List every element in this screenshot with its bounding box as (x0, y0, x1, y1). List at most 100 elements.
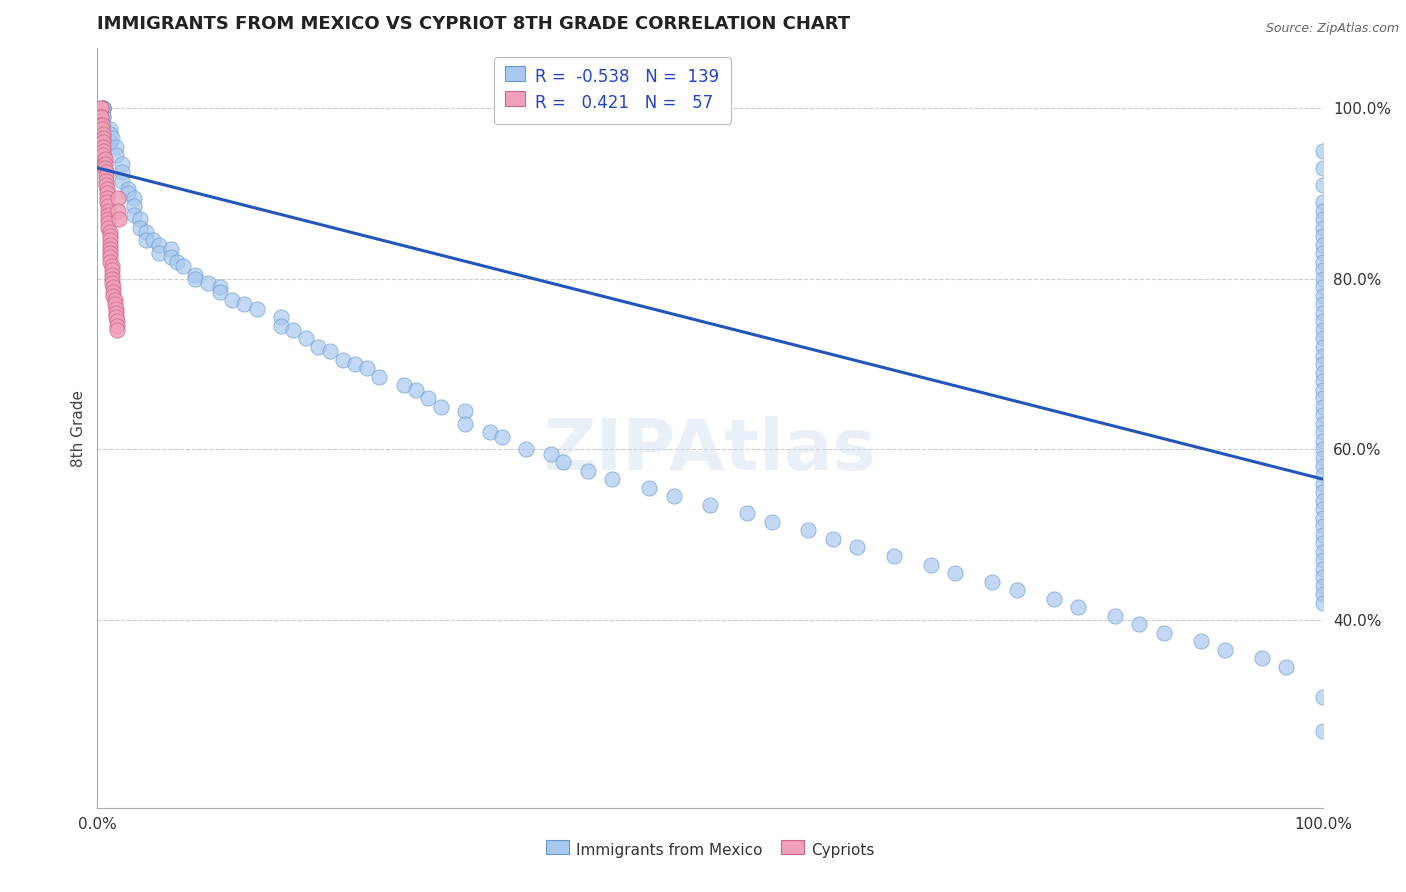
Point (1312, 519, 1334, 533)
Point (94, 178, 117, 192)
Point (97, 220, 120, 235)
Point (294, 331, 316, 345)
Point (1312, 596, 1334, 610)
Point (246, 301, 269, 316)
Point (91, 122, 114, 136)
Point (148, 246, 170, 260)
Point (1312, 212, 1334, 227)
Point (111, 165, 134, 179)
Point (93, 144, 115, 158)
Point (117, 186, 139, 201)
Point (108, 212, 131, 227)
Point (638, 481, 661, 495)
Point (392, 378, 415, 392)
Point (233, 297, 256, 311)
Point (98, 233, 121, 247)
Point (141, 233, 163, 247)
Point (1312, 272, 1334, 286)
Text: IMMIGRANTS FROM MEXICO VS CYPRIOT 8TH GRADE CORRELATION CHART: IMMIGRANTS FROM MEXICO VS CYPRIOT 8TH GR… (97, 15, 851, 33)
Point (94, 169, 117, 184)
Point (1312, 331, 1334, 345)
Point (90, 118, 112, 132)
Point (104, 301, 127, 316)
Point (129, 212, 152, 227)
Point (90, 110, 112, 124)
Point (418, 391, 440, 405)
Point (1312, 536, 1334, 550)
Point (307, 340, 329, 354)
Point (103, 293, 125, 307)
Point (920, 558, 942, 572)
Point (98, 136, 121, 150)
Point (1312, 690, 1334, 704)
Point (1312, 579, 1334, 593)
Point (1312, 323, 1334, 337)
Point (576, 464, 599, 478)
Point (96, 182, 118, 196)
Point (1312, 553, 1334, 567)
Point (103, 297, 125, 311)
Point (98, 127, 121, 141)
Point (160, 242, 183, 256)
Point (553, 455, 575, 469)
Point (129, 220, 152, 235)
Point (478, 425, 501, 440)
Point (1312, 263, 1334, 277)
Point (104, 306, 127, 320)
Point (1312, 366, 1334, 380)
Point (356, 361, 378, 376)
Point (97, 203, 120, 218)
Point (135, 225, 157, 239)
Point (846, 541, 869, 555)
Point (1251, 651, 1274, 665)
Point (270, 310, 292, 325)
Point (883, 549, 905, 563)
Point (283, 323, 305, 337)
Point (1312, 246, 1334, 260)
Point (93, 127, 115, 141)
Point (93, 153, 115, 167)
Point (1312, 391, 1334, 405)
Point (90, 101, 112, 115)
Point (98, 242, 121, 256)
Point (1153, 625, 1175, 640)
Point (735, 507, 758, 521)
Point (98, 225, 121, 239)
Point (761, 515, 783, 529)
Point (96, 186, 118, 201)
Y-axis label: 8th Grade: 8th Grade (72, 390, 86, 467)
Point (96, 194, 118, 209)
Point (96, 191, 118, 205)
Point (101, 263, 124, 277)
Point (515, 442, 537, 457)
Text: ZIPAtlas: ZIPAtlas (544, 417, 876, 485)
Point (1312, 383, 1334, 397)
Point (1312, 562, 1334, 576)
Point (101, 268, 124, 282)
Point (1005, 583, 1028, 598)
Point (1312, 587, 1334, 601)
Point (90, 101, 112, 115)
Point (111, 174, 134, 188)
Point (122, 191, 145, 205)
Point (821, 532, 844, 546)
Point (103, 280, 125, 294)
Point (600, 472, 623, 486)
Point (104, 139, 127, 153)
Point (797, 524, 820, 538)
Point (1312, 459, 1334, 474)
Point (454, 417, 477, 431)
Point (221, 293, 243, 307)
Point (1312, 467, 1334, 482)
Point (111, 156, 134, 170)
Point (135, 233, 157, 247)
Point (122, 199, 145, 213)
Point (93, 110, 115, 124)
Point (101, 276, 124, 290)
Point (1312, 194, 1334, 209)
Point (405, 383, 427, 397)
Point (105, 314, 128, 328)
Point (662, 489, 685, 503)
Point (166, 254, 188, 268)
Point (1312, 527, 1334, 541)
